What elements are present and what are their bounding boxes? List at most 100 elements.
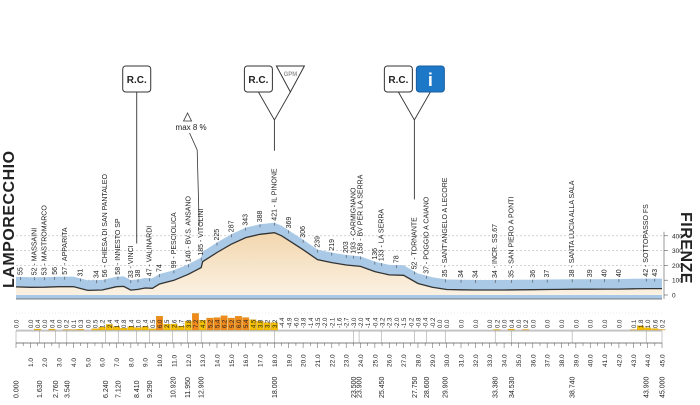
gradient-value: -0.2	[431, 317, 437, 328]
gradient-value: 0.0	[58, 319, 64, 328]
elevation-axis-label: 0	[672, 293, 676, 300]
gradient-value: 0.2	[495, 319, 501, 328]
elevation-label: 35 - SANT'ANGELO A LECORE	[442, 177, 449, 277]
elevation-label: 43	[652, 269, 659, 277]
gradient-value: -4.9	[287, 317, 293, 328]
elevation-label: 239	[315, 236, 322, 248]
distance-mark-label: 38.740	[570, 376, 577, 398]
km-tick-label: 15.0	[229, 354, 236, 367]
gradient-bar	[34, 329, 40, 330]
gradient-value: -2.0	[359, 317, 365, 328]
gradient-value: 0.0	[531, 319, 537, 328]
gradient-value: -3.5	[316, 317, 322, 328]
gradient-value: 0.2	[65, 319, 71, 328]
gradient-value: 0.1	[632, 319, 638, 328]
gradient-value: 1.2	[101, 319, 107, 328]
elevation-label: 56	[52, 267, 59, 275]
elevation-label: 140 - BV.S. ANSANO	[185, 195, 192, 262]
km-tick-label: 12.0	[186, 354, 193, 367]
km-tick-label: 35.0	[516, 354, 523, 367]
elevation-label: 225	[214, 229, 221, 241]
gradient-value: 3.2	[273, 319, 279, 328]
ground-band	[16, 295, 662, 299]
gradient-value: 0.0	[617, 319, 623, 328]
elevation-label: 38	[135, 270, 142, 278]
km-tick-label: 32.0	[473, 354, 480, 367]
distance-mark-label: 2.760	[53, 380, 60, 398]
gradient-value: 5.4	[216, 319, 222, 328]
distance-mark-label: 12.900	[199, 376, 206, 398]
gradient-value: 3.8	[187, 319, 193, 328]
gradient-bar	[508, 329, 514, 330]
distance-mark-label: 3.540	[64, 380, 71, 398]
marker-pointer	[398, 92, 430, 199]
gradient-value: 0.0	[29, 319, 35, 328]
km-tick-label: 27.0	[401, 354, 408, 367]
rc-marker-label: R.C.	[248, 75, 268, 86]
elevation-label: 55	[17, 267, 24, 275]
km-tick-label: 17.0	[258, 354, 265, 367]
gradient-value: 4.5	[251, 319, 257, 328]
elevation-label: 388	[257, 211, 264, 223]
gradient-value: 0.0	[517, 319, 523, 328]
gradient-value: 0.6	[653, 319, 659, 328]
gradient-value: 7.2	[194, 319, 200, 328]
km-tick-label: 13.0	[200, 354, 207, 367]
distance-mark-label: 28.600	[424, 376, 431, 398]
elevation-label: 52 - TORNANTE	[411, 217, 418, 270]
gradient-value: 2.5	[165, 319, 171, 328]
gradient-value: 0.0	[43, 319, 49, 328]
km-tick-label: 40.0	[588, 354, 595, 367]
distance-mark-label: 0.000	[14, 380, 21, 398]
gradient-value: 1.4	[144, 319, 150, 328]
elevation-label: 99 - PESCIOLICA	[171, 212, 178, 268]
distance-mark-label: 7.120	[116, 380, 123, 398]
gradient-value: 0.0	[503, 319, 509, 328]
info-badge-label: i	[428, 70, 433, 90]
km-tick-label: 5.0	[85, 358, 92, 367]
elevation-label: 421 - IL PINONE	[271, 168, 278, 221]
gradient-value: 0.4	[510, 319, 516, 328]
km-tick-label: 41.0	[602, 354, 609, 367]
km-tick-label: 1.0	[28, 358, 35, 367]
km-tick-label: 26.0	[387, 354, 394, 367]
km-tick-label: 6.0	[100, 358, 107, 367]
elevation-label: 47 - VALINARDI	[147, 226, 154, 276]
gradient-value: 2.4	[108, 319, 114, 328]
gradient-value: 0.5	[94, 319, 100, 328]
gradient-value: 0.5	[151, 319, 157, 328]
elevation-label: 56 - CHIESA DI SAN PANTALEO	[102, 174, 109, 278]
gradient-value: 1.0	[137, 319, 143, 328]
gradient-value: 5.2	[230, 319, 236, 328]
km-tick-label: 44.0	[645, 354, 652, 367]
distance-mark-label: 25.450	[379, 376, 386, 398]
elevation-label: 219	[329, 239, 336, 251]
elevation-label: 58 - INNESTO SP	[115, 218, 122, 275]
gradient-value: 2.6	[172, 319, 178, 328]
km-tick-label: 45.0	[660, 354, 667, 367]
elevation-label: 31	[78, 269, 85, 277]
distance-mark-label: 8.410	[134, 380, 141, 398]
distance-mark-label: 45.000	[660, 376, 667, 398]
gradient-value: 6.2	[223, 319, 229, 328]
elevation-label: 40	[616, 269, 623, 277]
end-town-label: FIRENZE	[677, 212, 694, 284]
elevation-label: 52 - MASSAINI	[32, 228, 39, 276]
distance-mark-label: 23.900	[357, 376, 364, 398]
elevation-label: 306	[300, 226, 307, 238]
km-tick-label: 30.0	[444, 354, 451, 367]
distance-mark-label: 9.290	[147, 380, 154, 398]
km-tick-label: 38.0	[559, 354, 566, 367]
gradient-value: 3.2	[266, 319, 272, 328]
km-tick-label: 9.0	[143, 358, 150, 367]
gradient-value: -0.4	[424, 317, 430, 328]
elevation-label: 40	[602, 269, 609, 277]
gradient-value: -1.5	[402, 317, 408, 328]
elevation-label: 39	[587, 269, 594, 277]
rc-marker-label: R.C.	[388, 75, 408, 86]
gradient-value: 3.8	[259, 319, 265, 328]
km-tick-label: 10.0	[157, 354, 164, 367]
distance-mark-label: 33.380	[493, 376, 500, 398]
